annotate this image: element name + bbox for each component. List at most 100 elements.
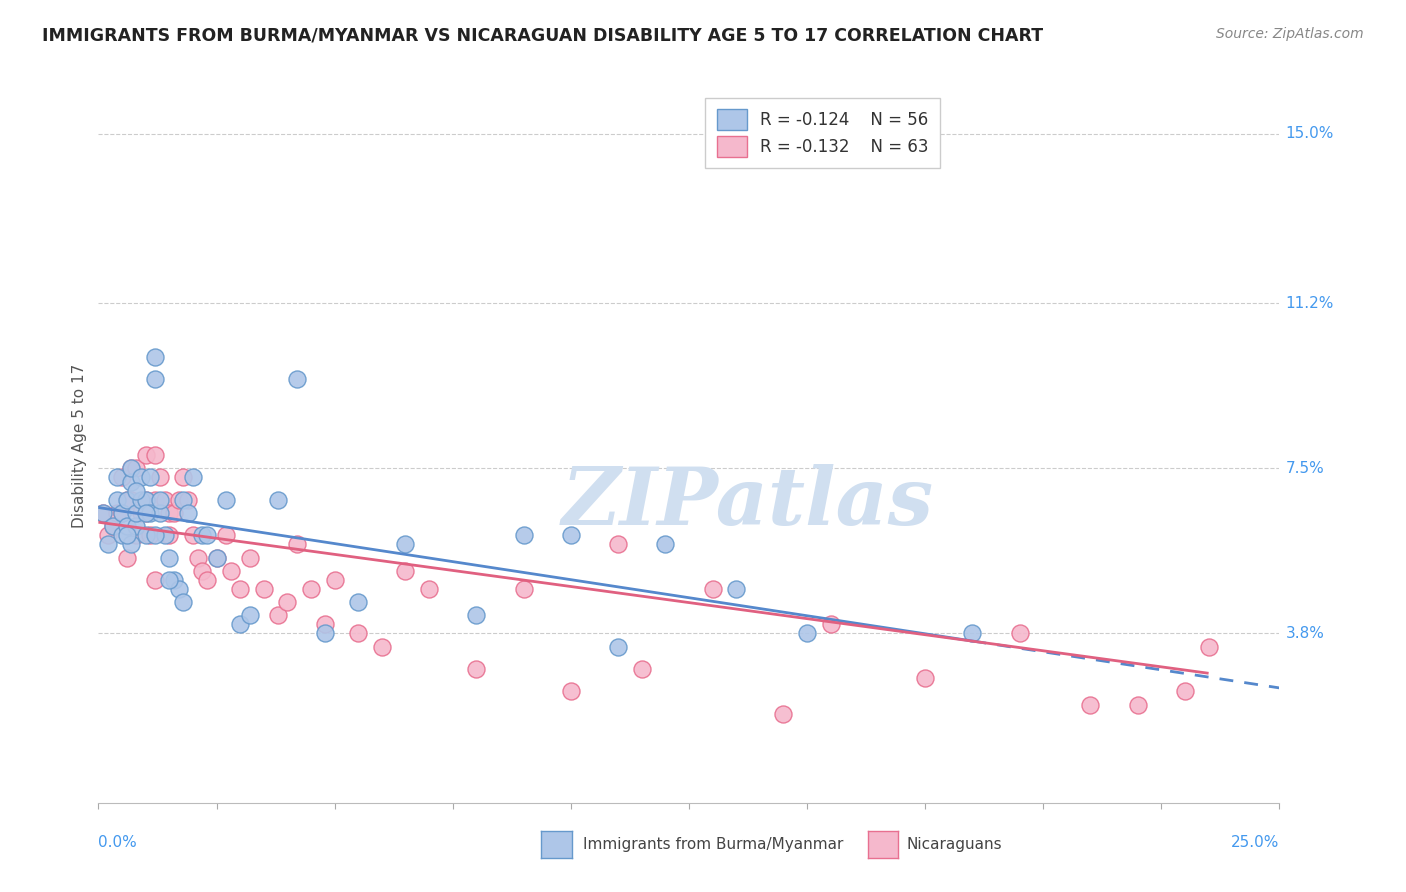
Point xyxy=(143,372,166,386)
Point xyxy=(111,506,134,520)
Point xyxy=(187,550,209,565)
Point xyxy=(215,492,238,507)
Point xyxy=(172,470,194,484)
Point xyxy=(844,127,866,141)
Point xyxy=(149,506,172,520)
Text: 0.0%: 0.0% xyxy=(98,836,138,850)
Point xyxy=(129,492,152,507)
Text: 7.5%: 7.5% xyxy=(1285,461,1324,475)
Point xyxy=(91,506,114,520)
Text: ZIPatlas: ZIPatlas xyxy=(562,465,934,541)
Point xyxy=(195,573,218,587)
Point xyxy=(314,626,336,640)
Text: 15.0%: 15.0% xyxy=(1285,127,1334,141)
Point xyxy=(394,564,416,578)
Point xyxy=(135,528,157,542)
Point xyxy=(172,492,194,507)
Point xyxy=(512,582,534,596)
Point xyxy=(167,492,190,507)
Point xyxy=(125,528,148,542)
Point xyxy=(139,528,162,542)
Text: 25.0%: 25.0% xyxy=(1232,836,1279,850)
Point xyxy=(191,528,214,542)
Point xyxy=(820,617,842,632)
Point xyxy=(962,626,984,640)
Point xyxy=(191,564,214,578)
Point xyxy=(177,506,200,520)
Point xyxy=(115,492,138,507)
Point xyxy=(139,470,162,484)
Point xyxy=(121,475,143,489)
Point xyxy=(115,550,138,565)
Point xyxy=(101,519,124,533)
Point xyxy=(205,550,228,565)
Legend: R = -0.124    N = 56, R = -0.132    N = 63: R = -0.124 N = 56, R = -0.132 N = 63 xyxy=(706,97,941,169)
Point xyxy=(157,573,180,587)
Point xyxy=(914,671,936,685)
Point xyxy=(125,519,148,533)
Point xyxy=(299,582,322,596)
Point xyxy=(143,492,166,507)
Point xyxy=(607,537,630,551)
Point xyxy=(347,626,370,640)
Point xyxy=(129,506,152,520)
Point xyxy=(153,492,176,507)
Point xyxy=(105,506,128,520)
Point xyxy=(276,595,298,609)
Point xyxy=(143,350,166,364)
Point xyxy=(121,461,143,475)
Point xyxy=(111,470,134,484)
Text: Nicaraguans: Nicaraguans xyxy=(907,838,1002,852)
Point xyxy=(121,461,143,475)
Point xyxy=(121,537,143,551)
Point xyxy=(1008,626,1031,640)
Text: Immigrants from Burma/Myanmar: Immigrants from Burma/Myanmar xyxy=(583,838,844,852)
Point xyxy=(285,537,308,551)
Point xyxy=(229,617,252,632)
Point xyxy=(253,582,276,596)
Point xyxy=(796,626,818,640)
Point xyxy=(157,528,180,542)
Y-axis label: Disability Age 5 to 17: Disability Age 5 to 17 xyxy=(72,364,87,528)
Point xyxy=(149,470,172,484)
Point xyxy=(135,506,157,520)
Point xyxy=(181,470,204,484)
Point xyxy=(97,528,120,542)
Point xyxy=(115,492,138,507)
Point xyxy=(143,573,166,587)
Point xyxy=(111,506,134,520)
Point xyxy=(105,470,128,484)
Point xyxy=(1174,684,1197,698)
Point xyxy=(163,573,186,587)
Point xyxy=(560,684,582,698)
Point xyxy=(125,461,148,475)
Text: Source: ZipAtlas.com: Source: ZipAtlas.com xyxy=(1216,27,1364,41)
Point xyxy=(135,448,157,462)
Text: 3.8%: 3.8% xyxy=(1285,626,1324,640)
Point xyxy=(654,537,676,551)
Point xyxy=(97,537,120,551)
Point xyxy=(465,608,488,623)
Point xyxy=(267,608,290,623)
Point xyxy=(121,492,143,507)
Point xyxy=(195,528,218,542)
Point xyxy=(125,506,148,520)
Point xyxy=(371,640,394,654)
Point xyxy=(267,492,290,507)
Point xyxy=(143,528,166,542)
Point xyxy=(215,528,238,542)
Point xyxy=(630,662,652,676)
Point xyxy=(157,550,180,565)
Point xyxy=(239,550,262,565)
Point xyxy=(465,662,488,676)
Point xyxy=(1198,640,1220,654)
Point xyxy=(153,528,176,542)
Point xyxy=(229,582,252,596)
Point xyxy=(1126,698,1149,712)
Point xyxy=(167,582,190,596)
Point xyxy=(347,595,370,609)
Point xyxy=(177,492,200,507)
Point xyxy=(725,582,748,596)
Point xyxy=(239,608,262,623)
Point xyxy=(607,640,630,654)
